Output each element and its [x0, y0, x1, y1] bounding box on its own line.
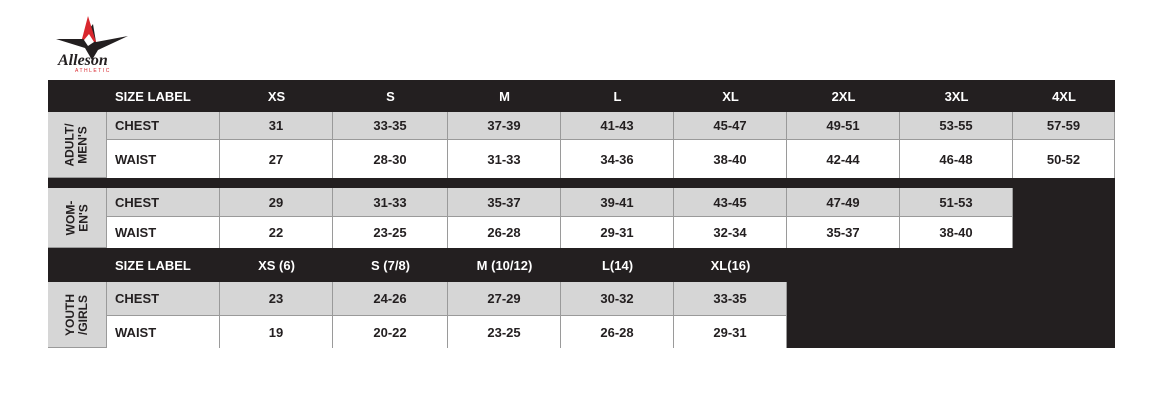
header-cell: M — [499, 88, 510, 104]
header-cell: L — [613, 88, 622, 104]
value-cell: 39-41 — [561, 188, 674, 217]
value-cell: 43-45 — [674, 188, 787, 217]
header-cell: S (7/8) — [370, 257, 410, 273]
value-cell: 23 — [220, 282, 333, 316]
value-cell: 27 — [220, 140, 333, 178]
value-cell: 20-22 — [333, 316, 448, 348]
header-cell: M (10/12) — [476, 257, 533, 273]
header-cell: SIZE LABEL — [115, 88, 191, 104]
value-cell: 53-55 — [900, 112, 1013, 140]
value-cell: 37-39 — [448, 112, 561, 140]
value-cell: 50-52 — [1013, 140, 1115, 178]
value-cell: 29-31 — [561, 217, 674, 248]
header-cell: XL(16) — [710, 257, 751, 273]
value-cell: 23-25 — [333, 217, 448, 248]
value-cell: 33-35 — [333, 112, 448, 140]
value-cell: 47-49 — [787, 188, 900, 217]
value-cell: 32-34 — [674, 217, 787, 248]
value-cell: 38-40 — [900, 217, 1013, 248]
group-label-line: WOM- — [63, 200, 77, 235]
logo: Alleson ATHLETIC — [56, 16, 128, 74]
header-cell: XS (6) — [258, 257, 295, 273]
value-cell: 26-28 — [448, 217, 561, 248]
value-cell: 28-30 — [333, 140, 448, 178]
value-cell: 42-44 — [787, 140, 900, 178]
value-cell: 24-26 — [333, 282, 448, 316]
header-cell: SIZE LABEL — [115, 257, 191, 273]
header-cell: S — [386, 88, 395, 104]
value-cell: 29-31 — [674, 316, 787, 348]
group-cell: ADULT/MEN'S — [48, 112, 107, 178]
value-cell: 23-25 — [448, 316, 561, 348]
logo-sub: ATHLETIC — [75, 68, 111, 74]
row-label: WAIST — [107, 140, 220, 178]
group-cell: YOUTH/GIRLS — [48, 282, 107, 348]
group-label-line: /GIRLS — [76, 294, 90, 335]
value-cell: 41-43 — [561, 112, 674, 140]
group-label: YOUTH/GIRLS — [63, 294, 90, 336]
group-label-line: EN'S — [76, 203, 90, 232]
group-label: WOM- EN'S — [63, 200, 90, 235]
size-table: SIZE LABEL XS S M L XL 2XL 3XL 4XL ADULT/MEN'S CHE… — [48, 80, 1115, 348]
row-label: CHEST — [107, 188, 220, 217]
value-cell: 31-33 — [333, 188, 448, 217]
row-label: CHEST — [107, 112, 220, 140]
logo-name: Alleson — [57, 52, 108, 69]
row-label: CHEST — [107, 282, 220, 316]
row-label: WAIST — [107, 217, 220, 248]
value-cell: 29 — [220, 188, 333, 217]
value-cell: 26-28 — [561, 316, 674, 348]
value-cell: 51-53 — [900, 188, 1013, 217]
value-cell: 30-32 — [561, 282, 674, 316]
group-cell: WOM- EN'S — [48, 188, 107, 248]
group-label-line: MEN'S — [75, 125, 90, 164]
header-cell: L(14) — [601, 257, 634, 273]
header-cell: XS — [267, 88, 286, 104]
value-cell: 31 — [220, 112, 333, 140]
header-cell: 4XL — [1052, 88, 1076, 104]
header-cell: XL — [722, 88, 739, 104]
value-cell: 35-37 — [787, 217, 900, 248]
value-cell: 33-35 — [674, 282, 787, 316]
value-cell: 34-36 — [561, 140, 674, 178]
value-cell: 31-33 — [448, 140, 561, 178]
value-cell: 19 — [220, 316, 333, 348]
value-cell: 57-59 — [1013, 112, 1115, 140]
value-cell: 35-37 — [448, 188, 561, 217]
value-cell: 22 — [220, 217, 333, 248]
value-cell: 49-51 — [787, 112, 900, 140]
value-cell: 46-48 — [900, 140, 1013, 178]
value-cell: 38-40 — [674, 140, 787, 178]
value-cell: 27-29 — [448, 282, 561, 316]
row-label: WAIST — [107, 316, 220, 348]
value-cell: 45-47 — [674, 112, 787, 140]
header-cell: 3XL — [944, 88, 969, 104]
header-cell: 2XL — [831, 88, 856, 104]
group-label: ADULT/MEN'S — [63, 123, 90, 166]
